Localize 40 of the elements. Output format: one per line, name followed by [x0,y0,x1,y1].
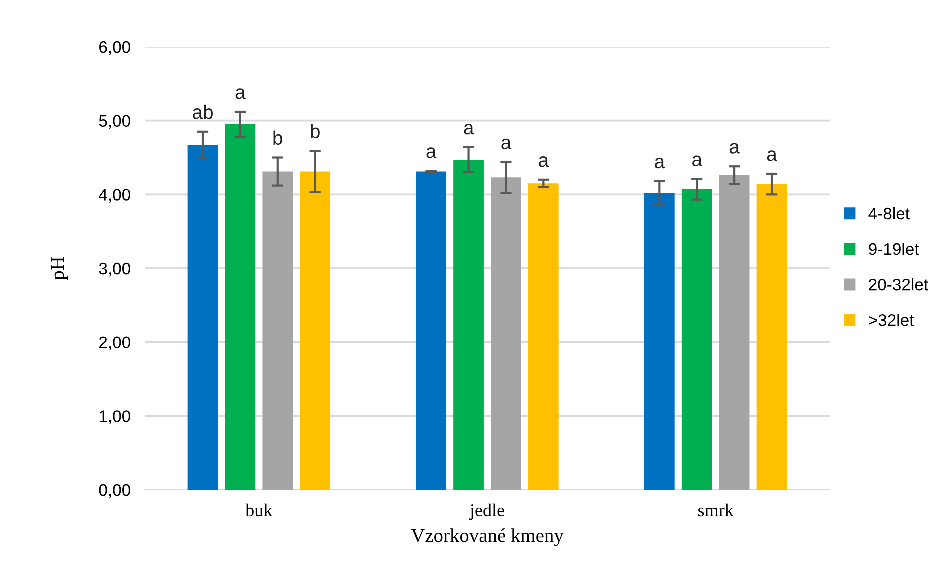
legend-label: 9-19let [869,242,920,256]
bar [719,175,750,490]
data-label: b [311,124,320,138]
bar [188,145,218,490]
data-label: a [236,88,246,100]
bar [491,178,522,490]
y-tick-label: 2,00 [100,336,130,351]
legend-label: 20-32let [869,278,928,291]
data-label: a [730,143,740,154]
bar [416,172,447,490]
data-label: a [539,156,550,168]
legend-label: 4-8let [868,207,910,220]
data-label: a [502,138,512,150]
y-tick-label: 1,00 [100,410,130,424]
x-axis-title: Vzorkované kmeny [411,528,564,546]
y-tick-label: 6,00 [100,41,130,56]
data-label: a [767,150,778,162]
data-label: ab [193,104,213,120]
data-label: a [655,158,666,169]
y-tick-label: 3,00 [99,262,130,277]
data-label: b [274,130,282,146]
legend-label: >32let [869,314,914,326]
bar [644,193,675,490]
bar [756,184,788,490]
data-label: a [692,156,703,166]
x-tick-label: jedle [469,504,504,520]
y-tick-label: 5,00 [99,115,130,130]
data-label: a [464,124,474,135]
y-axis-title: pH [51,257,68,280]
bar [300,172,331,490]
data-label: a [426,148,437,158]
bar [682,190,712,490]
x-tick-label: buk [246,504,273,517]
bar [454,160,484,490]
x-tick-label: smrk [698,504,734,517]
bar [528,184,559,490]
y-tick-label: 4,00 [99,189,130,203]
bar [262,172,294,490]
y-tick-label: 0,00 [99,484,130,498]
bar [225,124,256,490]
